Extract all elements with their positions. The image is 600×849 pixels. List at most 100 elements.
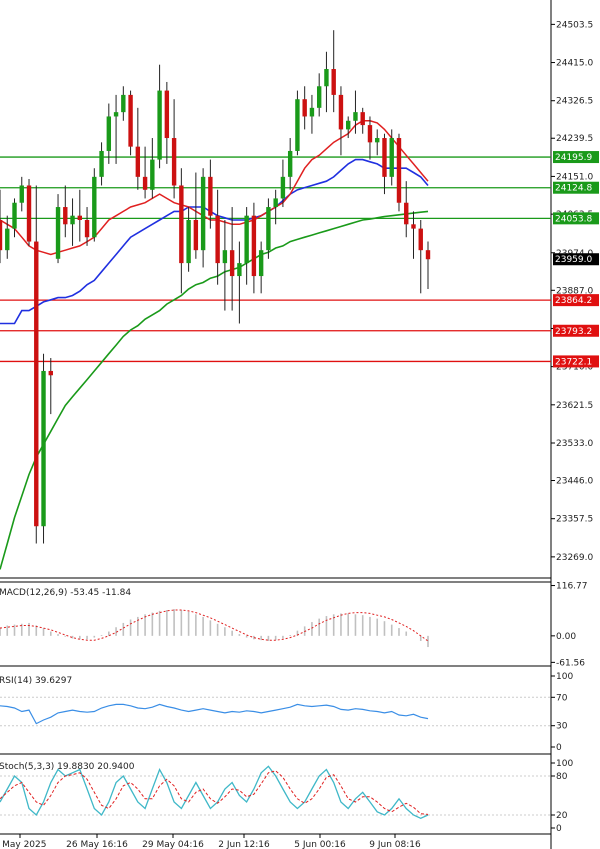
candle-body [135, 146, 141, 177]
candle-body [404, 202, 409, 225]
candle-body [367, 125, 373, 143]
last-price-tag [553, 253, 599, 266]
candle-body [273, 198, 278, 208]
candle-body [258, 250, 264, 277]
candle [121, 86, 126, 121]
candle [295, 90, 300, 156]
candle-body [121, 94, 126, 113]
candle-body [266, 207, 271, 251]
price-tick-label: 23621.5 [556, 401, 593, 411]
candle-body [360, 112, 365, 126]
level-tag [553, 181, 599, 194]
candle [135, 107, 141, 190]
price-panel [0, 0, 552, 849]
price-tick-label: 23887.0 [556, 286, 593, 296]
time-tick-label: 9 Jun 08:16 [369, 840, 421, 849]
candle [200, 168, 206, 268]
candle [353, 90, 358, 134]
candle [128, 90, 133, 156]
rsi-tick-label: 70 [556, 693, 568, 703]
candle [157, 64, 162, 169]
level-tag [553, 324, 599, 337]
candle-body [70, 215, 75, 225]
candle [171, 99, 177, 199]
candle-body [396, 138, 402, 203]
candle [92, 168, 97, 242]
candle-body [229, 250, 235, 277]
candle-body [41, 370, 46, 527]
candle [258, 241, 264, 294]
rsi-tick-label: 30 [556, 722, 568, 732]
candle-body [48, 370, 53, 376]
candle [411, 211, 416, 259]
candle [150, 138, 155, 199]
candle [244, 207, 249, 285]
price-axis: 24503.524415.024326.524239.524151.024063… [551, 20, 599, 563]
candle [5, 215, 10, 259]
stoch-d-line [0, 770, 429, 815]
price-tick-label: 23357.5 [556, 515, 593, 525]
candle-body [193, 219, 199, 251]
candle-body [55, 207, 61, 259]
time-tick-label: 29 May 04:16 [142, 840, 204, 849]
rsi-tick-label: 100 [556, 672, 573, 682]
candle-body [142, 176, 148, 190]
candle-body [338, 94, 344, 130]
rsi-line [0, 703, 429, 725]
candle [229, 207, 235, 311]
candle-body [99, 150, 104, 177]
candle [396, 133, 402, 212]
stoch-label: Stoch(5,3,3) 19.8830 20.9400 [0, 762, 135, 772]
level-tag [553, 294, 599, 307]
candle [179, 168, 184, 294]
level-tag-label: 23864.2 [555, 296, 592, 306]
candle-body [200, 176, 206, 251]
candle-body [331, 69, 336, 95]
price-tick-label: 24151.0 [556, 172, 593, 182]
rsi-tick-label: 0 [556, 743, 562, 753]
rsi-panel: RSI(14) 39.6297 100 70 30 0 [0, 672, 573, 755]
candle-body [164, 90, 170, 139]
candle [106, 103, 112, 164]
stoch-tick-label: 0 [556, 824, 562, 834]
stoch-tick-label: 100 [556, 759, 573, 769]
candle [324, 51, 329, 113]
candle-body [382, 138, 387, 177]
candle [84, 207, 90, 246]
candle-body [215, 215, 220, 264]
candle-body [295, 99, 300, 151]
ma-mid-line [0, 158, 429, 325]
candle-body [12, 202, 17, 229]
macd-tick-label: 116.77 [556, 582, 588, 592]
candle [266, 198, 271, 259]
stoch-panel: Stoch(5,3,3) 19.8830 20.9400 100 80 20 0 [0, 759, 573, 835]
price-tick-label: 24239.5 [556, 134, 593, 144]
candle [425, 241, 431, 289]
candle [331, 30, 336, 113]
candle-body [411, 224, 416, 229]
price-tick-label: 24503.5 [556, 20, 593, 30]
candle-body [309, 107, 315, 117]
candle [0, 189, 3, 264]
candle [302, 86, 307, 130]
candle-body [92, 176, 97, 238]
candle [375, 129, 380, 156]
candle-body [287, 150, 293, 177]
rsi-label: RSI(14) 39.6297 [0, 676, 72, 686]
stoch-k-line [0, 765, 429, 820]
candle [367, 116, 373, 160]
level-tag-label: 24124.8 [555, 184, 592, 194]
candle [70, 198, 75, 246]
time-tick-label: 5 Jun 00:16 [294, 840, 346, 849]
candle [316, 73, 322, 117]
candle [164, 81, 170, 164]
candle [186, 207, 191, 272]
candle-body [171, 138, 177, 186]
price-tick-label: 24326.5 [556, 97, 593, 107]
ma-slow-line [0, 210, 429, 570]
candle [193, 172, 199, 259]
candle-body [346, 120, 351, 130]
candle-body [113, 112, 119, 117]
ma-fast-line [0, 120, 429, 256]
candle-body [5, 228, 10, 251]
